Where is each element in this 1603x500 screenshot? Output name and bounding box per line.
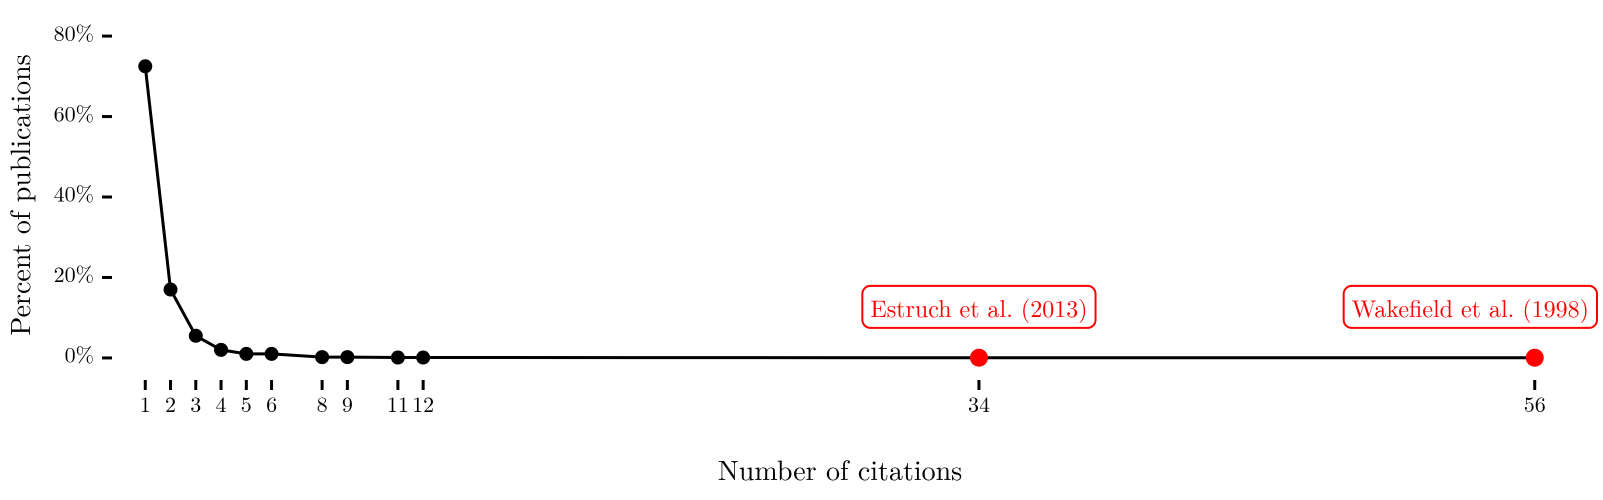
x-tick-label: 2 <box>165 388 176 419</box>
data-marker <box>138 59 152 73</box>
data-marker <box>391 351 405 365</box>
annotation-label: Estruch et al. (2013) <box>870 290 1087 324</box>
data-marker <box>214 343 228 357</box>
x-tick-label: 5 <box>241 388 252 419</box>
data-marker <box>265 347 279 361</box>
y-tick-label: 40% <box>54 178 94 209</box>
x-tick-label: 12 <box>412 388 434 419</box>
citation-distribution-chart: 0%20%40%60%80%1234568911123456Number of … <box>0 0 1603 500</box>
x-tick-label: 3 <box>190 388 201 419</box>
x-tick-label: 1 <box>140 388 151 419</box>
x-tick-label: 8 <box>317 388 328 419</box>
y-axis-label: Percent of publications <box>0 54 39 335</box>
data-marker <box>164 283 178 297</box>
x-tick-label: 56 <box>1524 388 1546 419</box>
data-marker <box>239 347 253 361</box>
annotation-label: Wakefield et al. (1998) <box>1352 290 1589 324</box>
data-marker-highlight <box>970 349 988 367</box>
data-marker-highlight <box>1526 349 1544 367</box>
y-tick-label: 20% <box>54 258 94 289</box>
x-tick-label: 34 <box>968 388 990 419</box>
y-tick-label: 60% <box>54 97 94 128</box>
data-marker <box>315 350 329 364</box>
x-axis-label: Number of citations <box>718 449 962 489</box>
y-tick-label: 0% <box>65 339 94 370</box>
data-marker <box>189 329 203 343</box>
x-tick-label: 11 <box>387 388 409 419</box>
x-tick-label: 6 <box>266 388 277 419</box>
data-marker <box>340 350 354 364</box>
x-tick-label: 4 <box>216 388 227 419</box>
y-tick-label: 80% <box>54 17 94 48</box>
x-tick-label: 9 <box>342 388 353 419</box>
data-marker <box>416 351 430 365</box>
